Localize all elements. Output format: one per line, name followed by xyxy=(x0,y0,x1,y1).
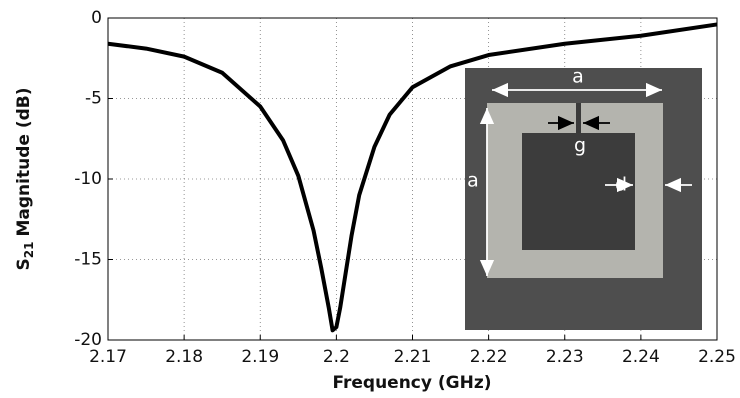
x-axis-label: Frequency (GHz) xyxy=(332,373,491,393)
y-tick-label: 0 xyxy=(91,8,102,28)
x-tick-label: 2.22 xyxy=(470,347,508,367)
inner-square xyxy=(522,133,635,250)
annotation: g xyxy=(574,135,586,157)
x-tick-label: 2.24 xyxy=(622,347,660,367)
axes-frame xyxy=(107,17,718,341)
y-tick-label: -20 xyxy=(74,330,102,350)
x-tick-label: 2.23 xyxy=(546,347,584,367)
x-tick-label: 2.21 xyxy=(394,347,432,367)
y-axis-label: S21 Magnitude (dB) xyxy=(14,88,36,271)
x-tick-label: 2.18 xyxy=(165,347,203,367)
annotation: d xyxy=(615,174,627,196)
y-tick-label: -5 xyxy=(85,89,102,109)
x-tick-label: 2.25 xyxy=(698,347,736,367)
y-label-subscript: 21 xyxy=(22,242,36,259)
y-tick-label: -15 xyxy=(74,250,102,270)
line xyxy=(107,22,718,333)
inset-photo: a a g d xyxy=(465,66,702,330)
x-tick-label: 2.2 xyxy=(323,347,350,367)
x-tick-label: 2.17 xyxy=(89,347,127,367)
annotation: a xyxy=(467,170,479,192)
y-label-text: Magnitude (dB) xyxy=(14,88,34,237)
y-tick-label: -10 xyxy=(74,169,102,189)
annotation: a xyxy=(572,66,584,88)
gap xyxy=(576,103,581,133)
y-label-symbol: S xyxy=(14,258,34,270)
x-tick-label: 2.19 xyxy=(241,347,279,367)
